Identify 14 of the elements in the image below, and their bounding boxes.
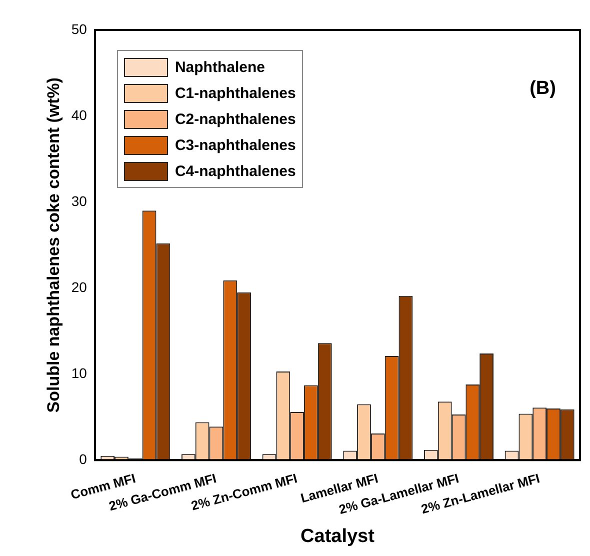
y-tick-label: 20	[71, 278, 88, 295]
y-tick-label: 30	[71, 192, 88, 209]
y-axis-title: Soluble naphthalenes coke content (wt%)	[44, 77, 63, 413]
legend-label: C1-naphthalenes	[174, 84, 296, 102]
y-tick-label: 50	[71, 20, 88, 37]
y-tick-label: 10	[71, 364, 88, 381]
legend-label: C3-naphthalenes	[174, 136, 296, 154]
legend-label: C4-naphthalenes	[174, 162, 296, 180]
x-axis-title: Catalyst	[300, 526, 376, 547]
legend-label: C2-naphthalenes	[174, 110, 296, 128]
y-tick-label: 40	[71, 106, 88, 123]
y-tick-label: 0	[79, 451, 88, 468]
legend-label: Naphthalene	[174, 58, 265, 76]
annotation: (B)	[530, 78, 556, 99]
